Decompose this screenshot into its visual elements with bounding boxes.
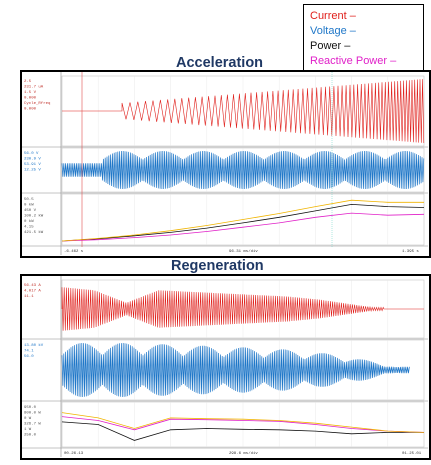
power-scale-label: 0 W [24,417,32,421]
series-voltage [61,342,410,398]
current-scale-label: 231.7 uA [24,86,44,90]
voltage-scale-label: 12.25 V [24,169,41,173]
power-scale-label: 326.7 W [24,423,41,427]
power-scale-label: 0 kW [24,219,34,224]
series-reactive-power [61,212,425,242]
power-scale-label: 0 kW [24,203,34,208]
series-current [62,79,425,144]
power-scale-label: 950.0 [24,406,37,410]
series-power [61,203,425,242]
time-start-label: 00.26.13 [64,452,84,456]
time-end-label: 1.395 s [402,250,419,254]
current-scale-label: 4.017 A [24,290,41,294]
acceleration-panel: 2.5 231.7 uA 1.5 V 0.000 Cycle_Rfreq 0.000 56.… [20,70,431,258]
series-power [61,421,424,441]
time-div-label: 96.31 ms/div [229,249,258,254]
legend-item-voltage: Voltage – [310,25,356,37]
legend-item-reactive-power: Reactive Power – [310,55,397,67]
current-scale-label: 0.000 [24,97,37,101]
current-scale-label: 56.43 A [24,284,41,288]
legend-item-current: Current – [310,10,356,22]
voltage-scale-label: 13.80 kV [24,343,44,348]
voltage-scale-label: 56.0 [24,355,34,359]
time-start-label: -6.462 s [64,250,84,254]
current-scale-label: 0.000 [24,108,37,112]
power-scale-label: 4.15 [24,226,34,230]
power-scale-label: 1 W [24,428,32,432]
voltage-scale-label: 74.1 [24,350,34,354]
regeneration-title: Regeneration [171,258,264,274]
time-div-label: 298.6 ms/div [229,451,258,456]
power-scale-label: 250.0 [24,434,37,438]
voltage-scale-label: 53.91 V [24,163,41,167]
series-apparent-power [61,412,425,433]
power-scale-label: 100.2 kW [24,214,44,219]
power-scale-label: 50.5 [24,198,34,202]
power-scale-label: 800.0 W [24,412,41,416]
series-apparent-power [61,199,424,242]
series-reactive-power [61,416,425,433]
voltage-scale-label: 230.9 V [24,158,41,162]
series-voltage [61,150,425,190]
power-scale-label: 450 V [24,209,37,213]
regeneration-panel: 56.43 A 4.017 A 11.1 13.80 kV 74.1 56.0 950.0 8… [20,274,431,460]
current-scale-label: 1.5 V [24,91,37,95]
regeneration-chart: 56.43 A 4.017 A11.1 13.80 kV 74.156.0 950.0 8… [22,276,428,457]
current-scale-label: Cycle_Rfreq [24,101,51,106]
current-scale-label: 2.5 [24,80,32,84]
series-current [61,287,424,331]
voltage-scale-label: 56.0 V [24,152,39,156]
power-scale-label: 421.5 kW [24,230,44,235]
acceleration-title: Acceleration [176,55,264,71]
time-end-label: 01.25.01 [402,452,422,456]
legend-item-power: Power – [310,40,351,52]
current-scale-label: 11.1 [24,295,34,299]
